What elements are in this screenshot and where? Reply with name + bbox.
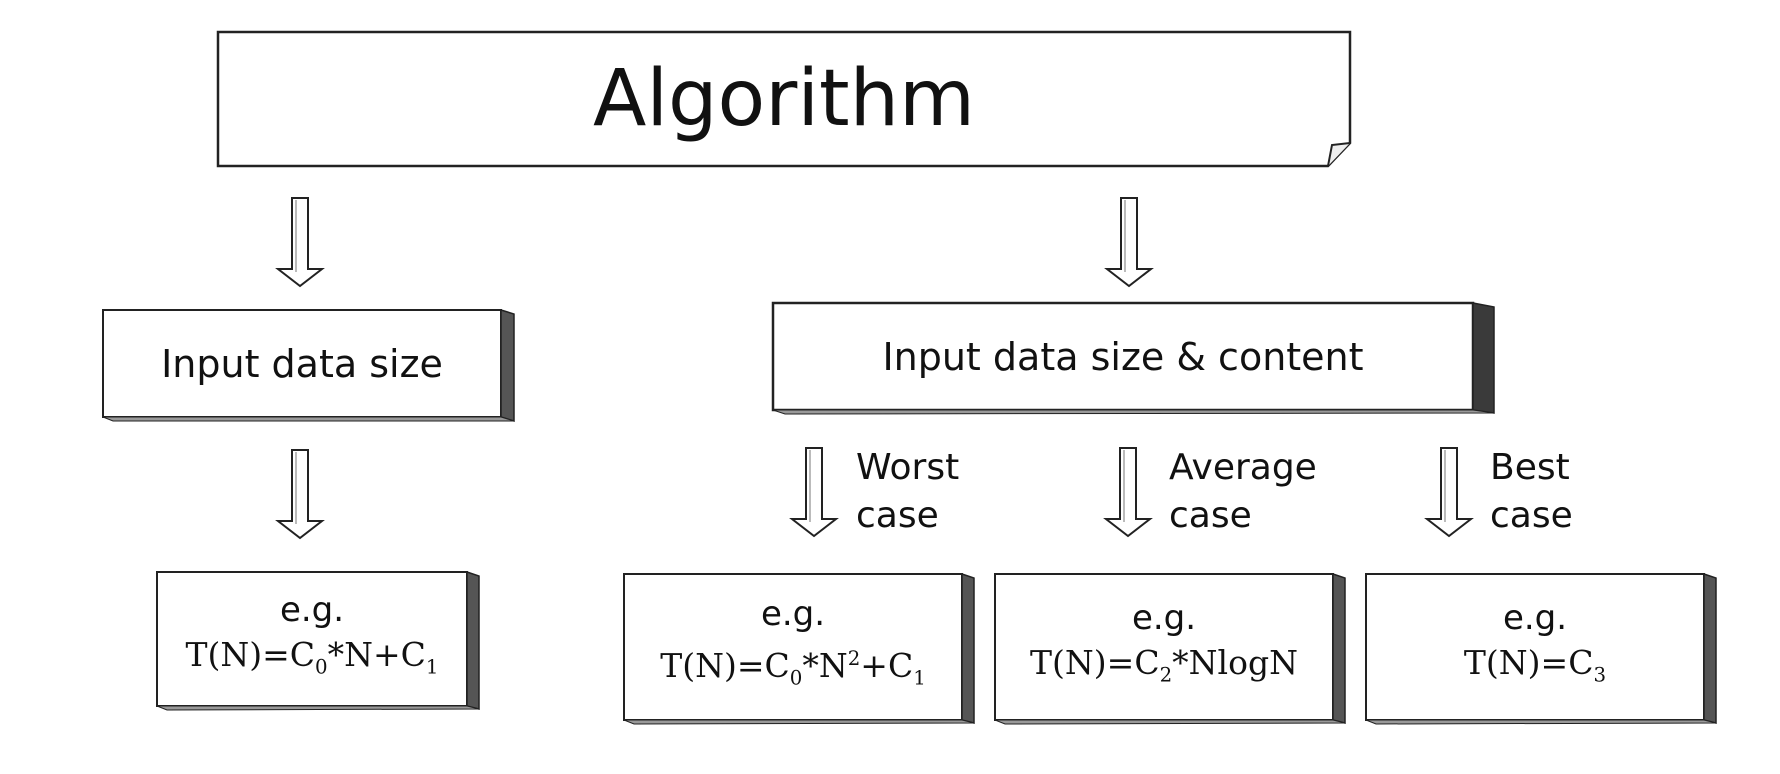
size-and-content-box <box>771 301 1495 415</box>
arrow-worst-case <box>789 447 839 538</box>
best-case-line2: case <box>1490 495 1573 536</box>
arrow-to-size-and-content <box>1104 197 1154 288</box>
arrow-to-left-example <box>275 449 325 540</box>
best-case-line1: Best <box>1490 447 1570 488</box>
worst-example-prefix: e.g. <box>760 594 826 635</box>
worst-example-formula: T(N)=C0*N2+C1 <box>660 646 926 690</box>
average-example-formula: T(N)=C2*NlogN <box>1030 642 1298 687</box>
best-case-label: Best case <box>1490 444 1573 540</box>
title-algorithm: Algorithm <box>592 54 975 144</box>
arrow-average-case <box>1103 447 1153 538</box>
worst-example: e.g. T(N)=C0*N2+C1 <box>624 574 962 720</box>
average-example-box <box>994 572 1346 725</box>
average-example: e.g. T(N)=C2*NlogN <box>995 574 1333 720</box>
worst-case-line1: Worst <box>856 447 960 488</box>
worst-case-label: Worst case <box>856 444 959 540</box>
arrow-best-case <box>1424 447 1474 538</box>
average-case-label: Average case <box>1169 444 1317 540</box>
left-example-box <box>156 570 480 711</box>
best-example: e.g. T(N)=C3 <box>1366 574 1704 720</box>
best-example-formula: T(N)=C3 <box>1463 642 1607 687</box>
average-case-line1: Average <box>1169 447 1317 488</box>
input-size-label: Input data size <box>161 341 443 386</box>
worst-case-line2: case <box>856 495 939 536</box>
average-example-prefix: e.g. <box>1131 597 1197 638</box>
left-example: e.g. T(N)=C0*N+C1 <box>157 572 467 706</box>
algorithm-box <box>216 30 1352 168</box>
left-example-formula: T(N)=C0*N+C1 <box>185 634 439 679</box>
size-and-content-label: Input data size & content <box>882 334 1364 379</box>
best-example-prefix: e.g. <box>1502 597 1568 638</box>
left-example-prefix: e.g. <box>279 589 345 630</box>
average-case-line2: case <box>1169 495 1252 536</box>
input-size-box <box>102 308 515 423</box>
worst-example-box <box>623 572 975 725</box>
best-example-box <box>1365 572 1717 725</box>
arrow-to-input-size <box>275 197 325 288</box>
